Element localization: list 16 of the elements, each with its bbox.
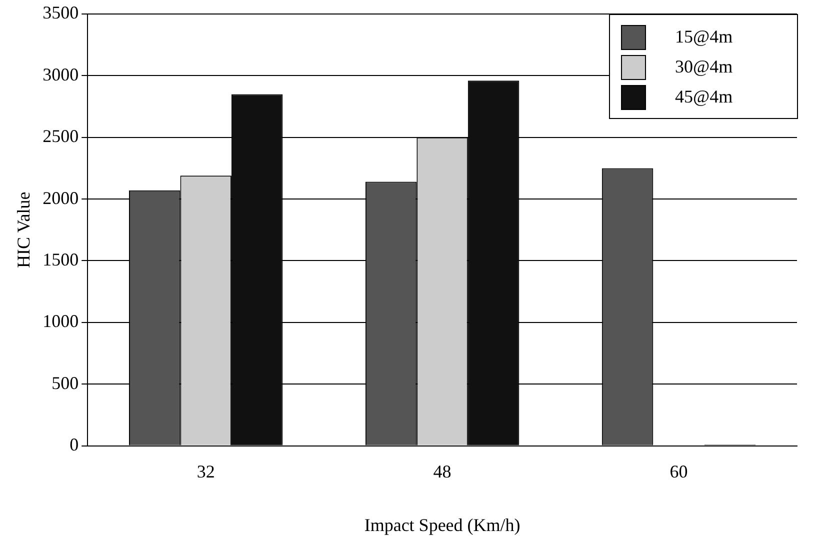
y-axis-title: HIC Value [14, 192, 34, 268]
x-tick-label: 32 [196, 461, 215, 482]
y-tick-label: 3500 [42, 2, 79, 23]
legend-label: 45@4m [675, 86, 733, 107]
legend-label: 30@4m [675, 56, 733, 77]
x-tick-label: 48 [433, 461, 452, 482]
y-tick-label: 500 [52, 372, 79, 393]
y-tick-label: 1500 [42, 249, 79, 270]
y-tick-label: 0 [70, 434, 79, 455]
y-tick-label: 1000 [42, 311, 79, 332]
y-tick-label: 2000 [42, 188, 79, 208]
x-axis-title: Impact Speed (Km/h) [364, 514, 520, 535]
x-tick-label: 60 [670, 461, 688, 482]
legend-label: 15@4m [675, 26, 733, 47]
y-tick-label: 3000 [42, 64, 79, 84]
y-tick-label: 2500 [42, 126, 79, 146]
